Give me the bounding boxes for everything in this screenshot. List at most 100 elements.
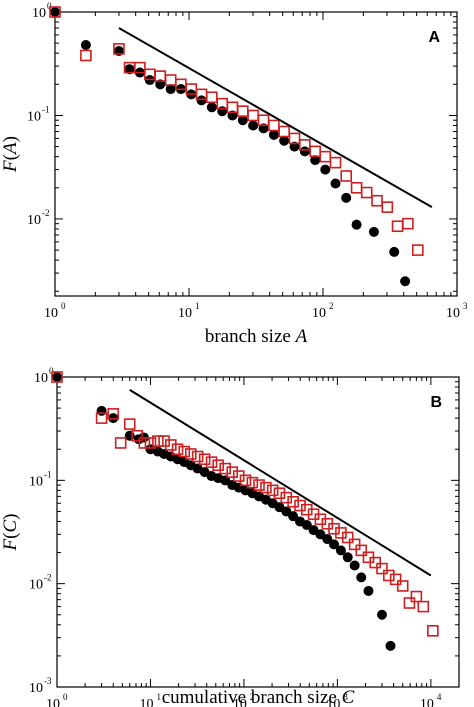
x-tick-label: 10 (44, 306, 58, 321)
y-tick-exponent: 0 (49, 366, 54, 376)
data-point-filled (288, 511, 299, 522)
x-tick-label: 10 (326, 697, 340, 707)
data-point-open-square (253, 479, 265, 491)
data-point-filled (50, 7, 60, 17)
data-point-open-square (123, 418, 136, 430)
data-point-open-square (389, 573, 402, 586)
data-point-filled (52, 372, 62, 382)
data-point-open-square (376, 562, 388, 575)
data-point-filled (301, 519, 312, 530)
data-point-open-square (369, 556, 382, 569)
y-tick-exponent: -1 (42, 104, 50, 114)
data-point-filled (320, 164, 331, 175)
y-tick-label: 10 (32, 6, 46, 21)
y-tick-exponent: -1 (44, 469, 52, 479)
data-point-filled (389, 246, 400, 257)
data-point-open-square (198, 453, 211, 466)
data-point-filled (96, 405, 107, 416)
data-point-filled (356, 572, 367, 583)
x-axis-label: cumulative branch size C (162, 687, 355, 707)
data-point-filled (217, 106, 228, 117)
y-tick-label: 10 (27, 109, 41, 124)
data-point-open-square (410, 590, 423, 603)
data-point-open-square (329, 156, 342, 169)
data-point-open-square (80, 49, 92, 62)
y-axis-label: F(C) (0, 514, 21, 552)
data-point-open-square (268, 119, 280, 132)
y-tick-exponent: -3 (44, 676, 52, 686)
x-tick-exponent: 3 (343, 692, 348, 702)
data-point-open-square (152, 435, 164, 447)
y-tick-label: 10 (29, 474, 43, 489)
y-tick-label: 10 (27, 213, 41, 228)
data-point-open-square (309, 145, 321, 158)
x-tick-exponent: 3 (463, 301, 468, 311)
data-point-open-square (164, 74, 177, 86)
data-point-open-square (51, 371, 63, 383)
panel-b: 10 0 10 1 10 2 10 3 10 410 010 -110 -210 -3cumulative… (0, 366, 460, 707)
data-point-open-square (427, 624, 439, 637)
data-point-filled (400, 276, 411, 287)
data-point-filled (80, 39, 91, 50)
x-tick-label: 10 (446, 306, 460, 321)
x-tick-exponent: 2 (329, 301, 334, 311)
data-point-open-square (113, 43, 125, 55)
data-point-filled (351, 219, 362, 230)
data-point-filled (165, 84, 176, 95)
data-point-open-square (371, 194, 383, 207)
data-point-open-square (212, 459, 224, 472)
x-tick-exponent: 0 (63, 692, 68, 702)
data-point-filled (310, 155, 321, 166)
data-point-open-square (49, 6, 61, 18)
data-point-open-square (205, 456, 218, 468)
x-tick-label: 10 (139, 697, 153, 707)
data-point-filled (376, 609, 387, 620)
data-point-filled (330, 178, 341, 189)
data-point-filled (248, 120, 259, 131)
data-point-open-square (114, 437, 127, 449)
data-point-open-square (266, 484, 279, 497)
x-tick-exponent: 0 (61, 301, 66, 311)
data-point-open-square (396, 580, 409, 592)
x-axis-label: branch size A (205, 326, 308, 347)
panel-letter: B (430, 394, 442, 411)
data-point-filled (342, 552, 353, 563)
data-point-open-square (191, 450, 204, 463)
data-point-open-square (178, 445, 191, 458)
data-point-filled (299, 146, 310, 157)
data-point-open-square (131, 429, 143, 442)
data-point-open-square (381, 201, 394, 213)
data-point-open-square (278, 125, 290, 138)
plot-frame (54, 11, 458, 297)
data-point-filled (349, 560, 360, 571)
x-tick-label: 10 (233, 697, 247, 707)
x-tick-exponent: 1 (195, 301, 200, 311)
x-tick-label: 10 (420, 697, 434, 707)
y-axis-label: F(A) (0, 136, 21, 173)
data-point-open-square (226, 466, 239, 478)
data-point-open-square (219, 462, 231, 475)
plot-frame (56, 376, 460, 688)
y-tick-label: 10 (34, 371, 48, 386)
data-point-open-square (144, 437, 157, 449)
data-point-open-square (138, 437, 151, 449)
data-point-open-square (280, 491, 293, 504)
data-point-open-square (247, 109, 259, 122)
data-point-open-square (319, 150, 332, 163)
data-point-filled (322, 534, 333, 545)
data-point-open-square (299, 139, 311, 151)
y-tick-exponent: 0 (47, 1, 52, 11)
data-point-filled (329, 539, 340, 550)
y-tick-exponent: -2 (44, 573, 52, 583)
x-tick-exponent: 2 (250, 692, 255, 702)
data-point-open-square (206, 91, 218, 104)
data-point-filled (368, 226, 379, 237)
data-point-open-square (402, 217, 414, 230)
data-point-open-square (171, 443, 184, 456)
data-point-open-square (294, 499, 306, 512)
data-point-open-square (260, 481, 272, 494)
power-law-fit-line (118, 27, 433, 209)
data-point-open-square (412, 244, 424, 256)
